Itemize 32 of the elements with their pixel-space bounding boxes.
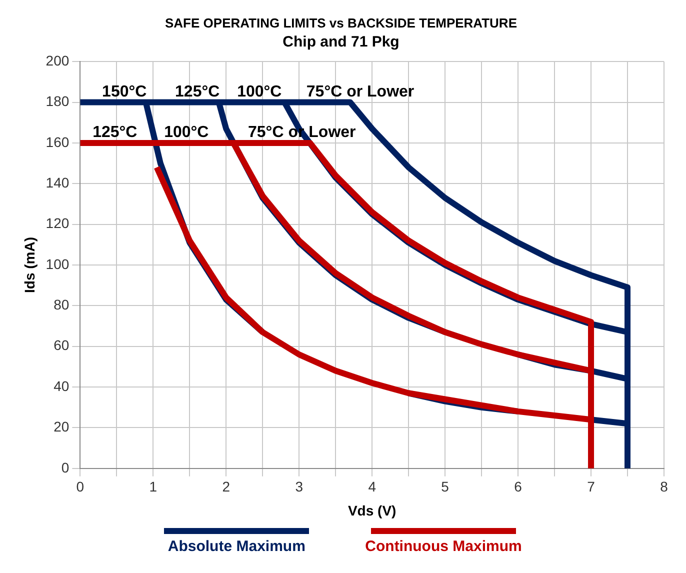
text: Continuous Maximum: [365, 538, 522, 555]
x-tick-label: 0: [76, 478, 84, 495]
y-tick-label: 140: [46, 174, 70, 190]
x-tick-label: 1: [149, 478, 158, 495]
annotation: 100°C: [164, 124, 210, 141]
y-tick-label: 40: [54, 378, 70, 394]
x-tick-label: 2: [222, 478, 230, 495]
x-tick-label: 8: [660, 478, 668, 495]
x-tick-label: 7: [587, 478, 596, 495]
chart-title: SAFE OPERATING LIMITS vs BACKSIDE TEMPERATURE: [165, 15, 518, 30]
x-tick-label: 4: [368, 478, 376, 495]
annotation: 125°C: [92, 124, 138, 141]
annotation: 150°C: [102, 83, 148, 100]
y-tick-label: 200: [46, 52, 70, 68]
y-tick-label: 120: [46, 215, 70, 232]
annotation: 125°C: [175, 83, 220, 100]
annotation: 75°C or Lower: [306, 83, 414, 100]
annotation: 100°C: [237, 83, 282, 100]
y-tick-label: 20: [54, 418, 70, 435]
text: Absolute Maximum: [168, 538, 306, 555]
x-tick-label: 3: [295, 478, 304, 495]
x-tick-label: 6: [514, 478, 522, 495]
y-tick-label: 0: [61, 459, 70, 476]
chart-subtitle: Chip and 71 Pkg: [282, 34, 400, 51]
x-axis-title: Vds (V): [348, 502, 396, 518]
y-tick-label: 160: [46, 134, 70, 150]
y-tick-label: 100: [46, 256, 70, 272]
x-tick-label: 5: [441, 478, 450, 495]
y-tick-label: 80: [54, 296, 70, 313]
y-tick-label: 180: [46, 93, 70, 110]
y-axis-title: Ids (mA): [21, 237, 38, 293]
y-tick-label: 60: [54, 337, 70, 354]
